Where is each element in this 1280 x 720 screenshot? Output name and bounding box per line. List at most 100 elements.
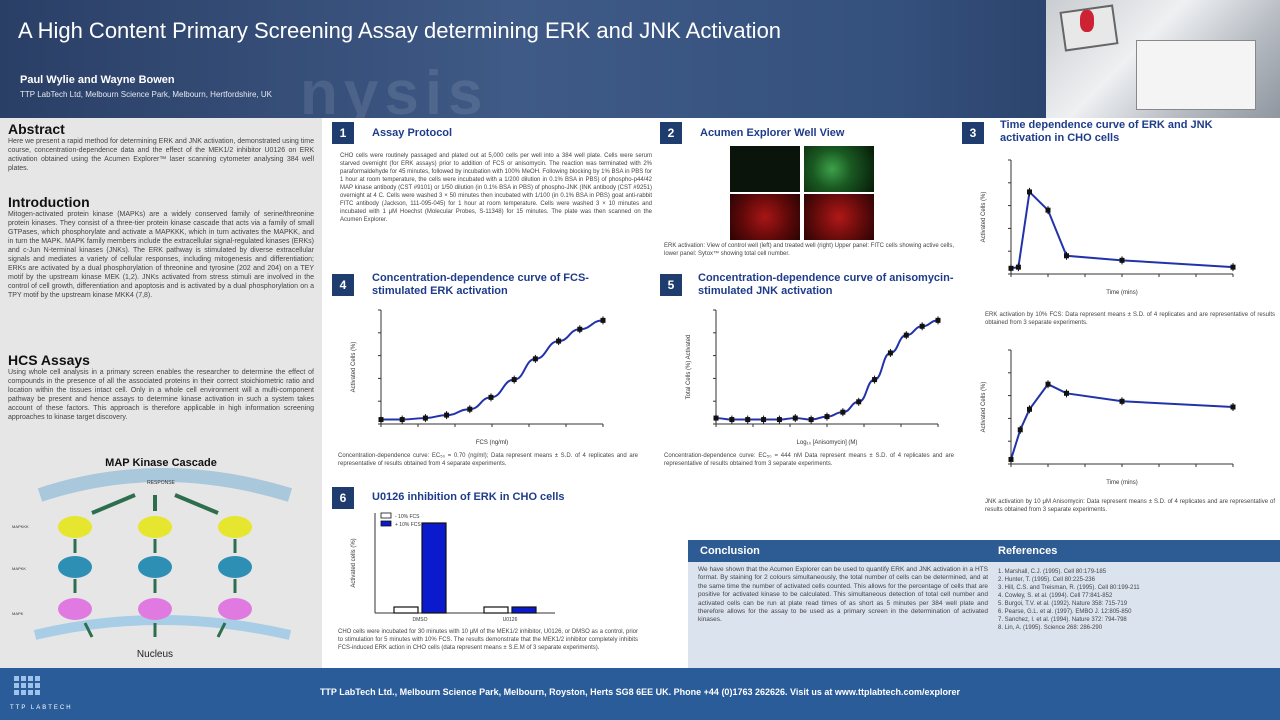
bar-dmso-1	[421, 522, 447, 614]
u0126-chart: Activated cells (%) - 10% FCS + 10% FCS DMS…	[351, 512, 555, 623]
mapk-svg: RESPONSE MAPKKK MAPKK MAPK	[12, 468, 293, 660]
data-point	[1119, 398, 1125, 404]
data-point	[824, 414, 830, 420]
abstract-heading: Abstract	[8, 121, 65, 137]
y-axis-label: Activated cells (%)	[351, 538, 357, 587]
data-point	[840, 409, 846, 415]
jnk-time-chart: Time (mins) Activated Cells (%)	[981, 349, 1236, 486]
data-point	[1027, 189, 1032, 195]
abstract-text: Here we present a rapid method for deter…	[8, 138, 314, 172]
x-axis-label: Time (mins)	[1106, 480, 1137, 486]
well-view-grid	[730, 146, 874, 240]
category-label: U0126	[503, 617, 518, 623]
panel-5-badge: 5	[660, 274, 682, 296]
data-point	[444, 412, 450, 418]
y-axis-label: Activated Cells (%)	[351, 342, 357, 393]
mapk-label-mapkk: MAPKK	[12, 566, 26, 571]
y-axis-label: Total Cells (%) Activated	[686, 335, 692, 400]
intro-heading: Introduction	[8, 194, 90, 210]
panel-1-badge: 1	[332, 122, 354, 144]
hcs-text: Using whole cell analysis in a primary s…	[8, 369, 314, 421]
poster-title: A High Content Primary Screening Assay d…	[18, 18, 782, 43]
reference-item: 3. Hill, C.S. and Treisman, R. (1995). C…	[998, 585, 1140, 591]
data-point	[903, 332, 909, 338]
mapk-label-mapk: MAPK	[12, 611, 24, 616]
data-point	[467, 406, 473, 412]
data-point	[935, 317, 941, 323]
data-point	[1045, 381, 1051, 387]
lab-instrument	[1136, 40, 1256, 110]
data-point	[532, 356, 538, 362]
data-point	[378, 417, 384, 423]
panel-4-caption: Concentration-dependence curve: EC₅₀ = 0…	[338, 453, 638, 467]
erk-conc-chart: FCS (ng/ml) Activated Cells (%)	[351, 309, 606, 446]
footer-text: TTP LabTech Ltd., Melbourn Science Park,…	[319, 687, 961, 697]
panel-2-title: Acumen Explorer Well View	[700, 127, 845, 139]
mapk-node-3	[218, 598, 252, 620]
panel-4-title: Concentration-dependence curve of FCS-st…	[372, 272, 589, 297]
panel-1-title: Assay Protocol	[372, 127, 453, 139]
data-point	[488, 394, 494, 400]
data-point	[1230, 264, 1236, 270]
data-point	[792, 415, 798, 421]
data-point	[729, 417, 735, 423]
panel-3-caption-erk: ERK activation by 10% FCS: Data represen…	[985, 312, 1275, 326]
references-list: 1. Marshall, C.J. (1995). Cell 80:179-18…	[998, 568, 1273, 632]
mapkk-node-3	[218, 556, 252, 578]
data-point	[1064, 390, 1069, 396]
data-point	[399, 417, 405, 423]
erk-time-chart: Time (mins) Activated Cells (%)	[981, 159, 1236, 296]
mapk-label-mapkkk: MAPKKK	[12, 524, 29, 529]
conclusion-panel: Conclusion References We have shown that…	[688, 540, 1280, 668]
panel-1-text: CHO cells were routinely passaged and pl…	[340, 153, 652, 223]
panel-6-caption: CHO cells were incubated for 30 minutes …	[338, 629, 638, 651]
conclusion-text: We have shown that the Acumen Explorer c…	[698, 566, 988, 624]
mapk-column-left	[58, 516, 92, 620]
data-point	[1017, 427, 1023, 433]
well-treated-fitc	[804, 146, 874, 192]
reference-item: 8. Lin, A. (1995). Science 268: 286-290	[998, 625, 1103, 631]
panel-2-badge: 2	[660, 122, 682, 144]
header-watermark: nysis	[300, 59, 489, 118]
panel-4-badge: 4	[332, 274, 354, 296]
bar-dmso-0	[393, 606, 419, 614]
data-point	[1045, 207, 1051, 213]
data-point	[808, 417, 814, 423]
data-point	[761, 417, 767, 423]
legend-swatch	[380, 512, 392, 519]
mapkkk-node-3	[218, 516, 252, 538]
intro-text: Mitogen-activated protein kinase (MAPKs)…	[8, 211, 314, 299]
well-treated-total	[804, 194, 874, 240]
logo-text: TTP LABTECH	[10, 705, 73, 711]
category-label: DMSO	[413, 617, 428, 623]
legend-label: + 10% FCS	[395, 522, 421, 528]
data-point	[1008, 265, 1014, 271]
data-point	[856, 399, 862, 405]
panel-5-title: Concentration-dependence curve of anisom…	[698, 272, 954, 297]
data-point	[872, 377, 878, 383]
panel-3-caption-jnk: JNK activation by 10 μM Anisomycin: Data…	[985, 499, 1275, 513]
series-line	[380, 319, 604, 421]
mapkk-node-2	[138, 556, 172, 578]
well-control-fitc	[730, 146, 800, 192]
panel-6-title: U0126 inhibition of ERK in CHO cells	[372, 491, 565, 503]
mapk-label-response: RESPONSE	[147, 480, 175, 486]
data-point	[1230, 404, 1236, 410]
mapk-title: MAP Kinase Cascade	[105, 457, 217, 469]
lab-photo	[1046, 0, 1280, 118]
x-axis-label: Time (mins)	[1106, 290, 1137, 296]
x-axis-label: FCS (ng/ml)	[476, 440, 508, 446]
arrow-response-right	[174, 493, 219, 515]
panel-3-badge: 3	[962, 122, 984, 144]
mapk-node-2	[138, 598, 172, 620]
mapk-column-right	[218, 516, 252, 620]
lab-person	[1080, 10, 1094, 32]
mapk-node-1	[58, 598, 92, 620]
data-point	[577, 326, 583, 332]
cell-membrane	[37, 468, 293, 502]
data-point	[1015, 264, 1021, 270]
data-point	[422, 415, 428, 421]
arrow-nuc-3	[216, 622, 227, 638]
data-point	[745, 417, 751, 423]
data-point	[713, 415, 719, 421]
